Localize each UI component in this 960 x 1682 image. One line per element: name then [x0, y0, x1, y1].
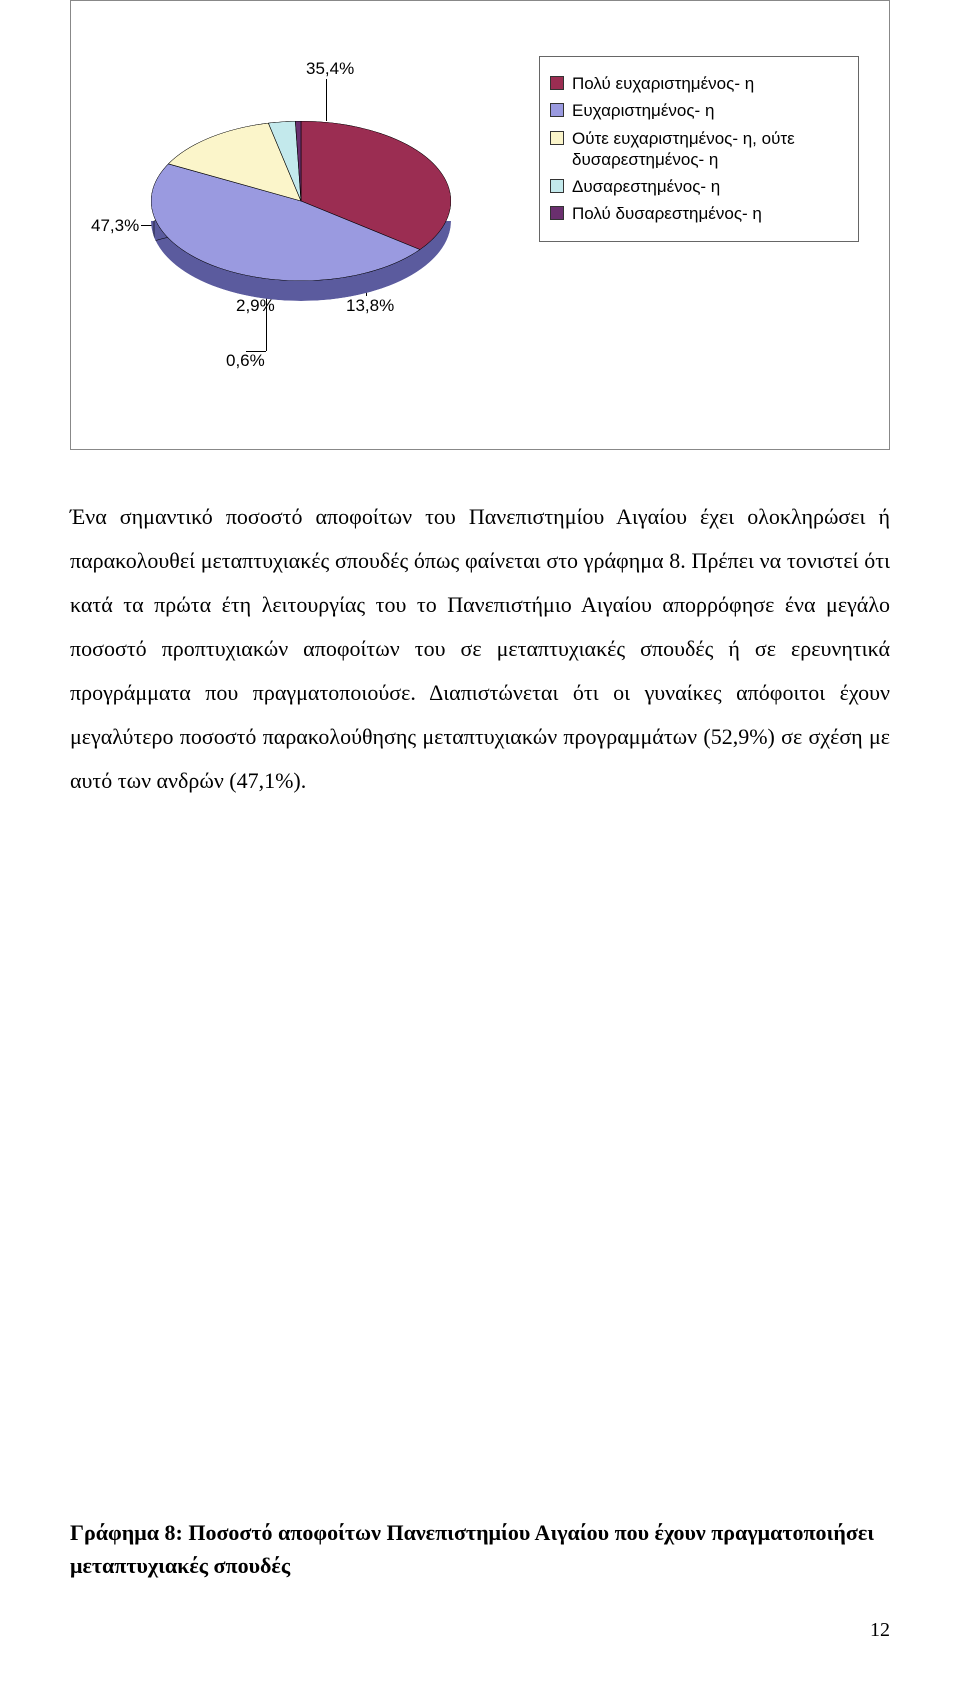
body-paragraph: Ένα σημαντικό ποσοστό αποφοίτων του Πανε…: [70, 495, 890, 803]
legend-row: Πολύ δυσαρεστημένος- η: [550, 203, 844, 224]
slice-label-1: 47,3%: [91, 216, 139, 236]
legend-swatch: [550, 76, 564, 90]
legend-label: Πολύ δυσαρεστημένος- η: [572, 203, 762, 224]
legend-row: Ούτε ευχαριστημένος- η, ούτε δυσαρεστημέ…: [550, 128, 844, 171]
legend-swatch: [550, 206, 564, 220]
legend-row: Ευχαριστημένος- η: [550, 100, 844, 121]
legend-label: Πολύ ευχαριστημένος- η: [572, 73, 754, 94]
slice-label-4: 0,6%: [226, 351, 265, 371]
page-number: 12: [870, 1619, 890, 1642]
pie-top: [151, 121, 451, 281]
legend-row: Δυσαρεστημένος- η: [550, 176, 844, 197]
figure-caption: Γράφημα 8: Ποσοστό αποφοίτων Πανεπιστημί…: [70, 1516, 890, 1582]
legend: Πολύ ευχαριστημένος- η Ευχαριστημένος- η Ο…: [539, 56, 859, 242]
legend-label: Ούτε ευχαριστημένος- η, ούτε δυσαρεστημέ…: [572, 128, 844, 171]
legend-label: Δυσαρεστημένος- η: [572, 176, 720, 197]
leader-4b: [246, 351, 266, 352]
legend-swatch: [550, 131, 564, 145]
slice-label-0: 35,4%: [306, 59, 354, 79]
legend-swatch: [550, 103, 564, 117]
legend-label: Ευχαριστημένος- η: [572, 100, 714, 121]
leader-0: [326, 79, 327, 121]
legend-swatch: [550, 179, 564, 193]
pie-chart-frame: 35,4% 47,3% 13,8% 2,9% 0,6% Πολύ ευχαρισ…: [70, 0, 890, 450]
pie-chart: [151, 121, 451, 321]
legend-row: Πολύ ευχαριστημένος- η: [550, 73, 844, 94]
